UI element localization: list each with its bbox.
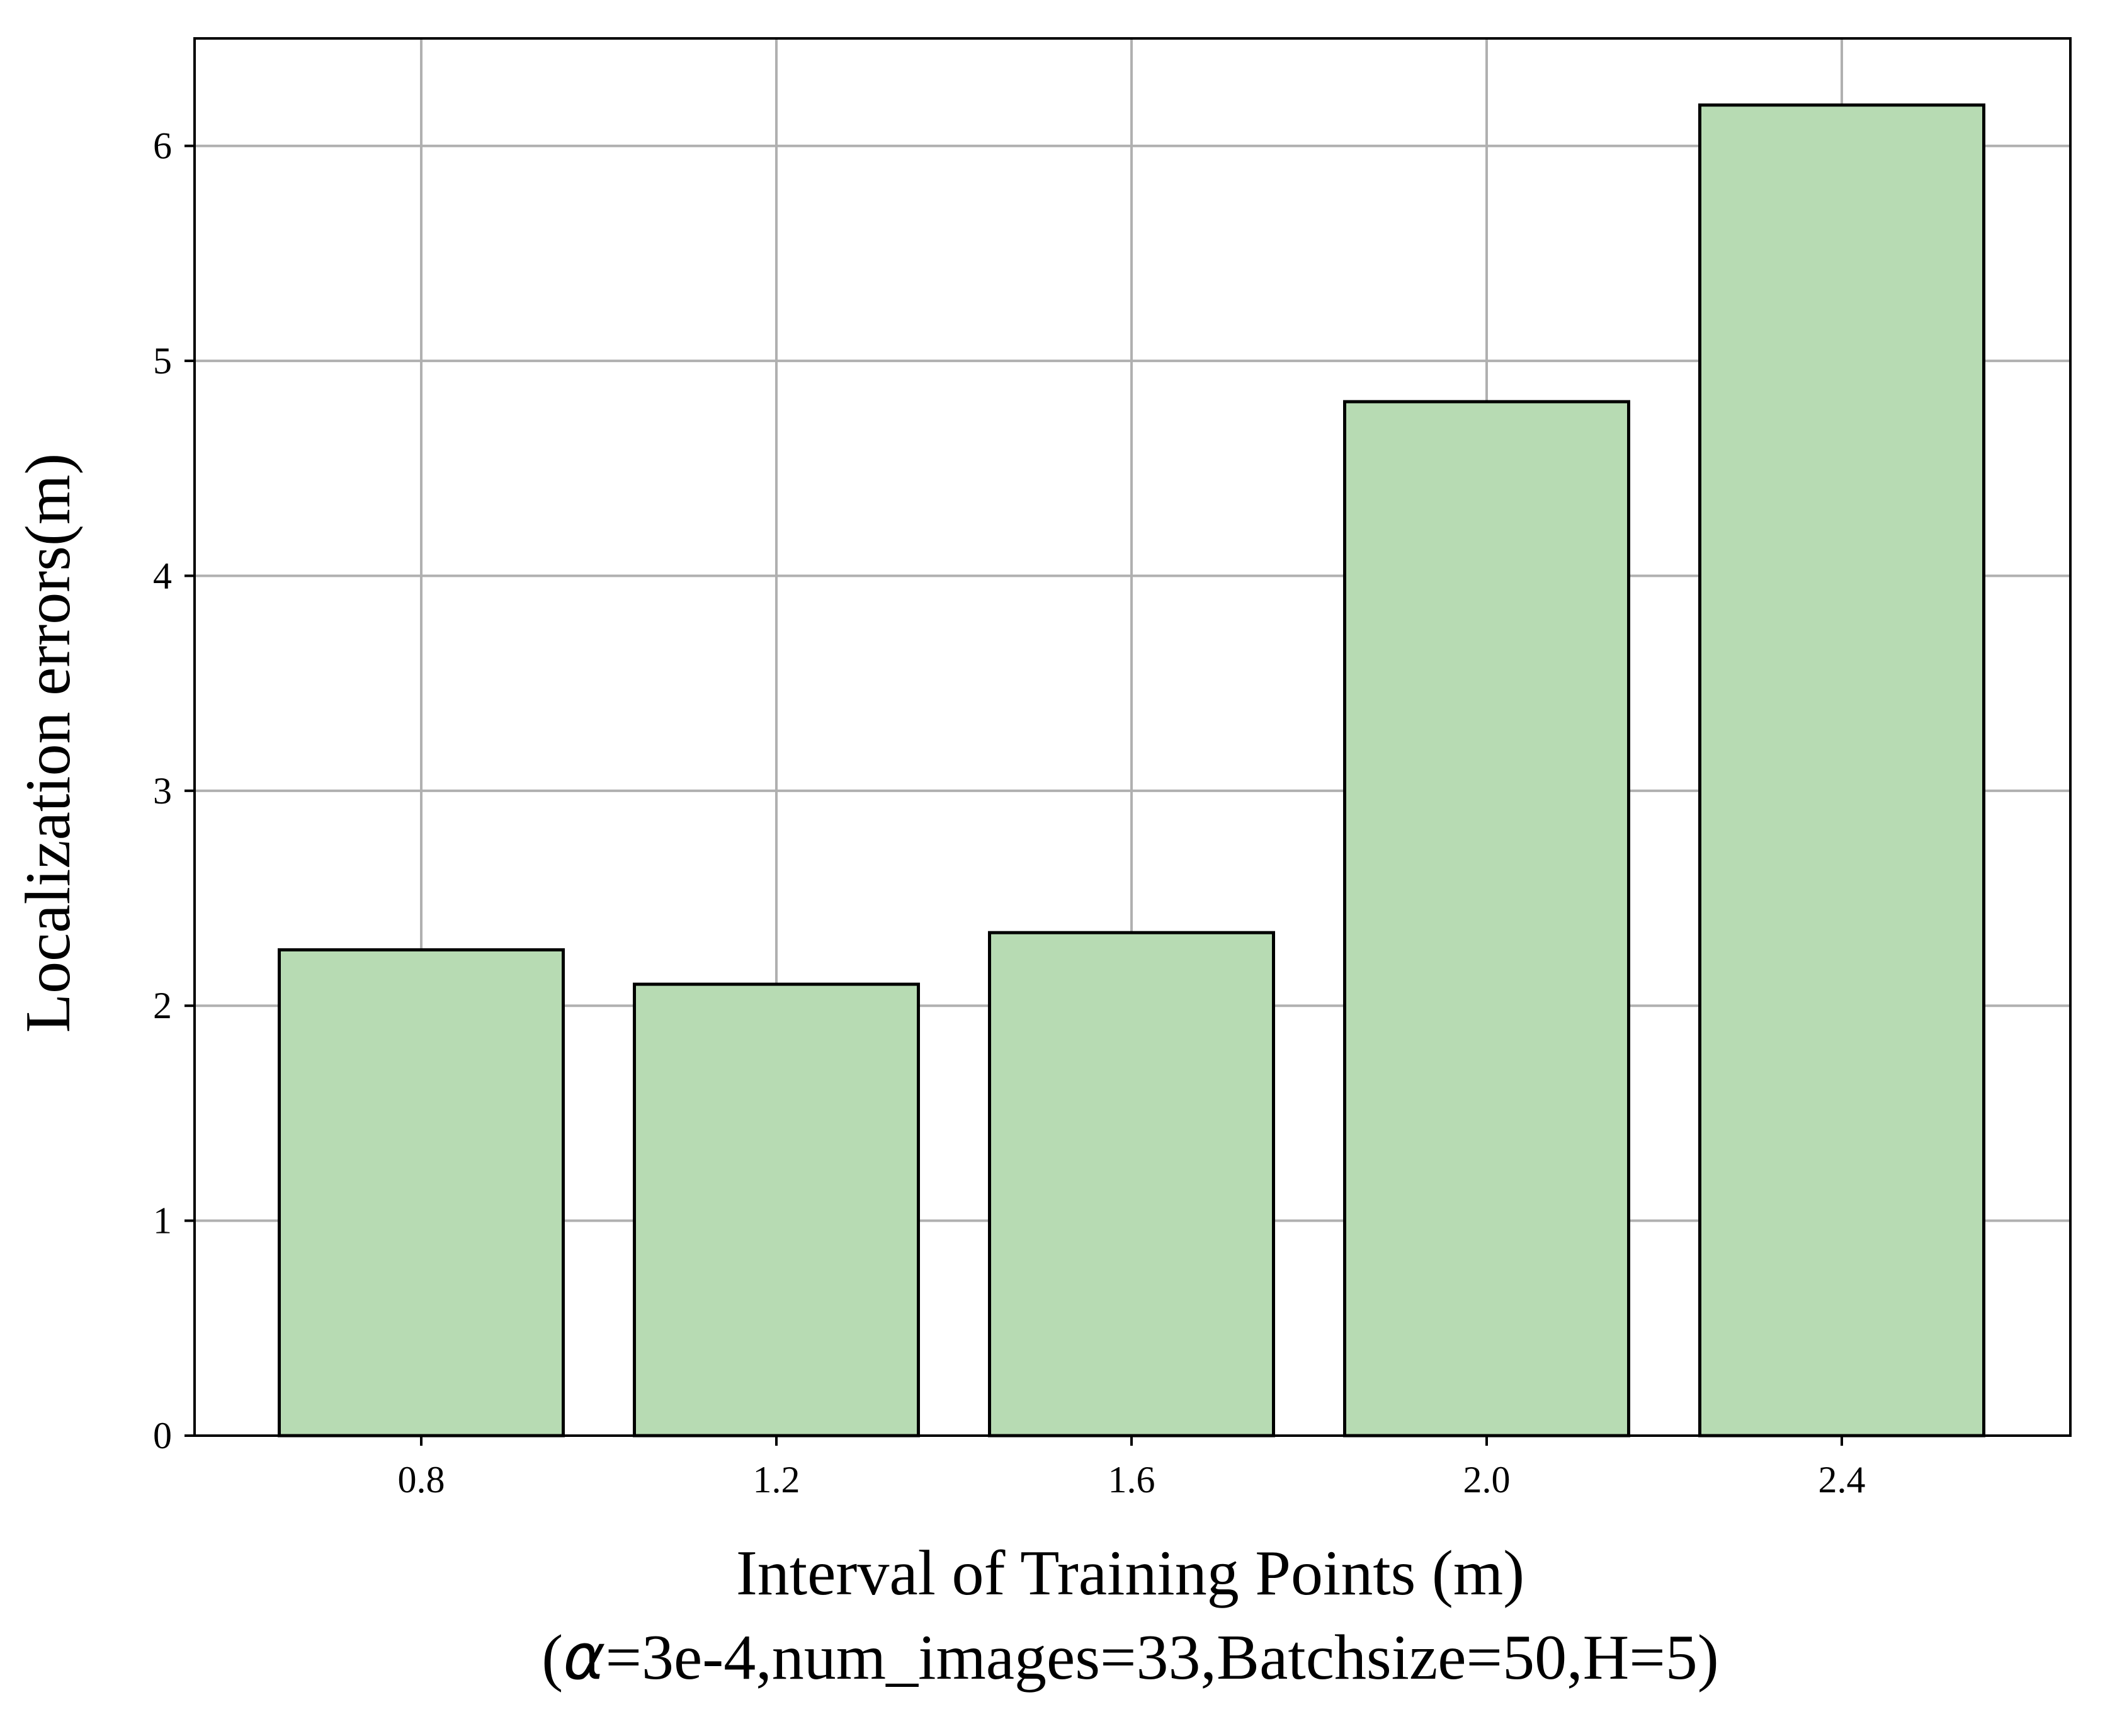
y-tick-label: 5 (153, 340, 172, 382)
subtitle-params: =3e-4,num_images=33,Batchsize=50,H=5) (606, 1622, 1719, 1693)
x-tick-label: 1.2 (753, 1459, 800, 1501)
bar-2.0 (1343, 400, 1630, 1438)
x-axis-subtitle: (α=3e-4,num_images=33,Batchsize=50,H=5) (542, 1620, 1718, 1694)
y-tick-label: 2 (153, 985, 172, 1026)
y-axis-title: Localization errors(m) (13, 453, 84, 1033)
bar-1.2 (633, 982, 920, 1438)
x-tick-label: 2.0 (1463, 1459, 1511, 1501)
y-tick-label: 4 (153, 555, 172, 596)
x-tick-label: 0.8 (398, 1459, 445, 1501)
bar-0.8 (278, 948, 565, 1438)
alpha-symbol: α (563, 1620, 605, 1694)
y-tick-label: 0 (153, 1415, 172, 1456)
bars (278, 103, 1985, 1438)
y-tick-label: 3 (153, 770, 172, 812)
x-tick-label: 2.4 (1818, 1459, 1866, 1501)
bar-1.6 (988, 931, 1275, 1438)
axis-ticks: 0 1 2 3 4 5 6 0.8 1.2 1.6 2.0 2.4 (153, 125, 1866, 1501)
x-tick-label: 1.6 (1108, 1459, 1155, 1501)
y-tick-label: 6 (153, 125, 172, 167)
y-tick-label: 1 (153, 1200, 172, 1242)
subtitle-open-paren: ( (542, 1622, 563, 1693)
x-axis-title: Interval of Training Points (m) (736, 1538, 1524, 1609)
bar-2.4 (1698, 103, 1985, 1438)
